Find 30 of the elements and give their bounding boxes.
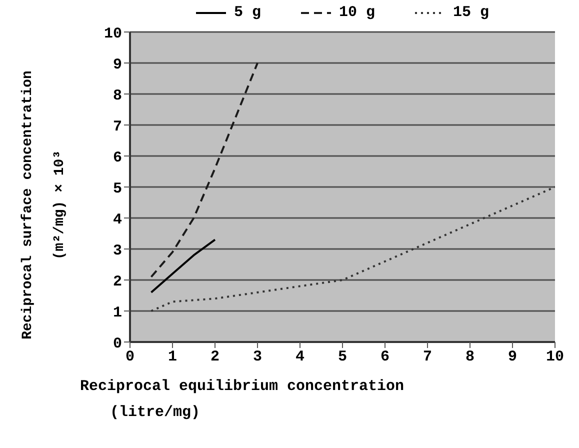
y-tick-label: 9 — [112, 56, 122, 74]
y-tick-label: 4 — [112, 211, 122, 228]
y-tick-label: 6 — [112, 149, 122, 166]
y-tick-label: 0 — [112, 335, 122, 352]
x-tick-label: 7 — [422, 348, 432, 366]
y-tick-label: 10 — [104, 25, 122, 42]
x-tick-label: 2 — [210, 348, 220, 366]
y-tick-label: 5 — [112, 180, 122, 198]
y-tick-label: 8 — [112, 87, 122, 104]
x-tick-label: 10 — [546, 348, 564, 366]
legend-label: 15 g — [453, 4, 490, 21]
x-tick-label: 9 — [508, 348, 518, 366]
y-tick-label: 2 — [112, 273, 122, 290]
x-tick-label: 3 — [252, 348, 262, 366]
legend-label: 10 g — [338, 4, 375, 21]
y-tick-label: 7 — [112, 118, 122, 136]
x-tick-label: 4 — [295, 348, 305, 366]
x-tick-label: 8 — [465, 348, 475, 366]
line-series — [150, 62, 258, 278]
x-tick-label: 1 — [168, 348, 178, 366]
x-axis-title: Reciprocal equilibrium concentration (litre/mg) — [80, 377, 404, 423]
legend-label: 5 g — [234, 4, 261, 21]
line-series — [150, 186, 555, 312]
x-tick-label: 6 — [380, 348, 390, 366]
x-tick-label: 0 — [125, 348, 135, 366]
y-tick-label: 1 — [112, 304, 122, 322]
line-series — [150, 238, 216, 294]
x-tick-label: 5 — [338, 348, 348, 366]
y-tick-label: 3 — [112, 242, 122, 260]
y-axis-title: Reciprocal surface concentration (m²/mg) × 10³ — [19, 70, 69, 340]
